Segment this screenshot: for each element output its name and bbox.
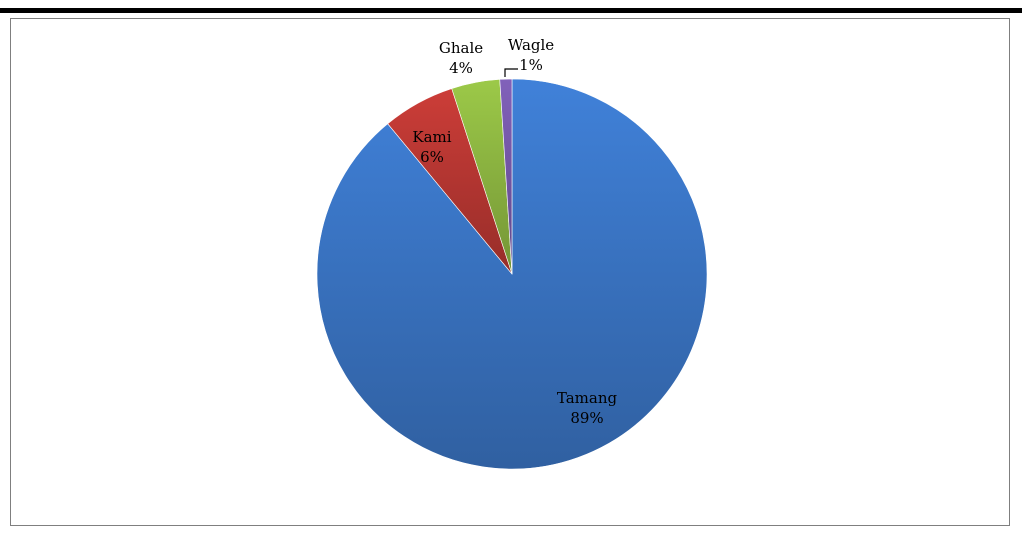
pie-labels: Tamang 89% Kami 6% Ghale 4% Wagle 1% (412, 36, 617, 427)
top-rule (0, 8, 1022, 13)
pie-slices (316, 78, 708, 470)
slice-wagle (499, 78, 513, 275)
leader-line-wagle (504, 68, 518, 77)
slice-label-tamang: Tamang 89% (557, 389, 618, 427)
slice-label-ghale: Ghale 4% (439, 39, 483, 77)
slice-label-kami: Kami 6% (412, 128, 451, 166)
slice-label-wagle: Wagle 1% (508, 36, 554, 74)
